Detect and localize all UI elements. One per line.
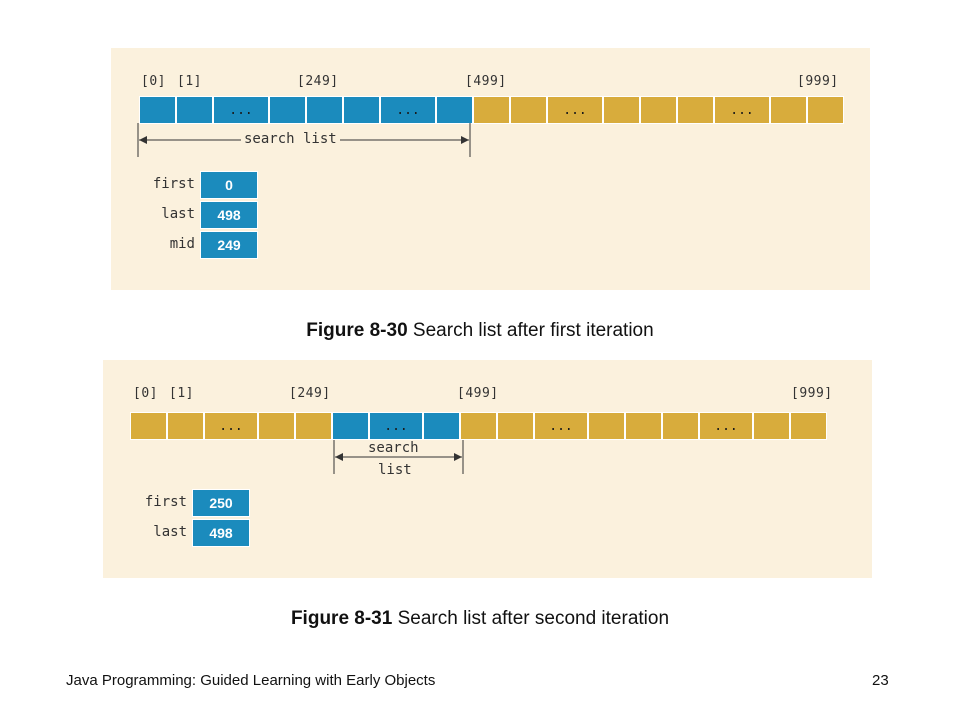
variable-label-last: last <box>153 524 187 540</box>
array-cell <box>332 412 369 440</box>
index-label-249: [249] <box>297 74 339 89</box>
caption-text: Search list after second iteration <box>392 608 670 629</box>
array-cell <box>343 96 380 124</box>
variable-label-last: last <box>161 206 195 222</box>
array-cell <box>423 412 460 440</box>
array-cell <box>436 96 473 124</box>
array-cell <box>295 412 332 440</box>
index-label-1: [1] <box>177 74 202 89</box>
variable-value-mid: 249 <box>200 231 258 259</box>
index-label-499: [499] <box>465 74 507 89</box>
variable-label-first: first <box>152 176 195 192</box>
array-cell <box>258 412 295 440</box>
index-label-249: [249] <box>289 386 331 401</box>
array-ellipsis-cell: ... <box>369 412 423 440</box>
array-cell <box>753 412 790 440</box>
caption-figure-number: Figure 8-30 <box>306 320 408 341</box>
array-cell <box>807 96 844 124</box>
caption-figure-number: Figure 8-31 <box>290 608 393 629</box>
array-cell <box>176 96 213 124</box>
caption-text: Search list after first iteration <box>407 320 654 341</box>
array-cell <box>473 96 510 124</box>
array-cell <box>306 96 343 124</box>
array-ellipsis-cell: ... <box>547 96 603 124</box>
index-label-999: [999] <box>791 386 833 401</box>
variable-value-last: 498 <box>200 201 258 229</box>
figure-8-30-caption: Figure 8-30 Search list after first iter… <box>0 320 960 342</box>
footer-title: Java Programming: Guided Learning with E… <box>66 672 436 689</box>
array-cell <box>677 96 714 124</box>
array-cell <box>625 412 662 440</box>
array-row: ... ... ... ... <box>139 96 844 124</box>
search-list-label-line2: list <box>375 462 415 478</box>
index-label-999: [999] <box>797 74 839 89</box>
index-label-499: [499] <box>457 386 499 401</box>
variable-value-first: 0 <box>200 171 258 199</box>
search-list-span-arrow <box>333 440 464 474</box>
array-cell <box>640 96 677 124</box>
array-ellipsis-cell: ... <box>699 412 753 440</box>
figure-8-31-panel: [0] [1] [249] [499] [999] ... ... ... ..… <box>103 360 872 578</box>
variable-label-mid: mid <box>169 236 195 252</box>
array-ellipsis-cell: ... <box>204 412 258 440</box>
array-ellipsis-cell: ... <box>380 96 436 124</box>
figure-8-31-caption: Figure 8-31 Search list after second ite… <box>0 608 960 630</box>
array-ellipsis-cell: ... <box>213 96 269 124</box>
variable-value-last: 498 <box>192 519 250 547</box>
page-number: 23 <box>872 672 889 689</box>
array-cell <box>130 412 167 440</box>
variable-label-first: first <box>144 494 187 510</box>
array-ellipsis-cell: ... <box>714 96 770 124</box>
array-cell <box>662 412 699 440</box>
array-ellipsis-cell: ... <box>534 412 588 440</box>
index-label-1: [1] <box>169 386 194 401</box>
array-cell <box>460 412 497 440</box>
array-cell <box>269 96 306 124</box>
index-label-0: [0] <box>141 74 166 89</box>
array-cell <box>588 412 625 440</box>
array-row: ... ... ... ... <box>130 412 827 440</box>
variable-value-first: 250 <box>192 489 250 517</box>
search-list-label: search list <box>241 131 340 147</box>
figure-8-30-panel: [0] [1] [249] [499] [999] ... ... ... ..… <box>111 48 870 290</box>
array-cell <box>167 412 204 440</box>
array-cell <box>510 96 547 124</box>
array-cell <box>497 412 534 440</box>
array-cell <box>603 96 640 124</box>
search-list-label-line1: search <box>365 440 422 456</box>
array-cell <box>790 412 827 440</box>
array-cell <box>770 96 807 124</box>
array-cell <box>139 96 176 124</box>
index-label-0: [0] <box>133 386 158 401</box>
